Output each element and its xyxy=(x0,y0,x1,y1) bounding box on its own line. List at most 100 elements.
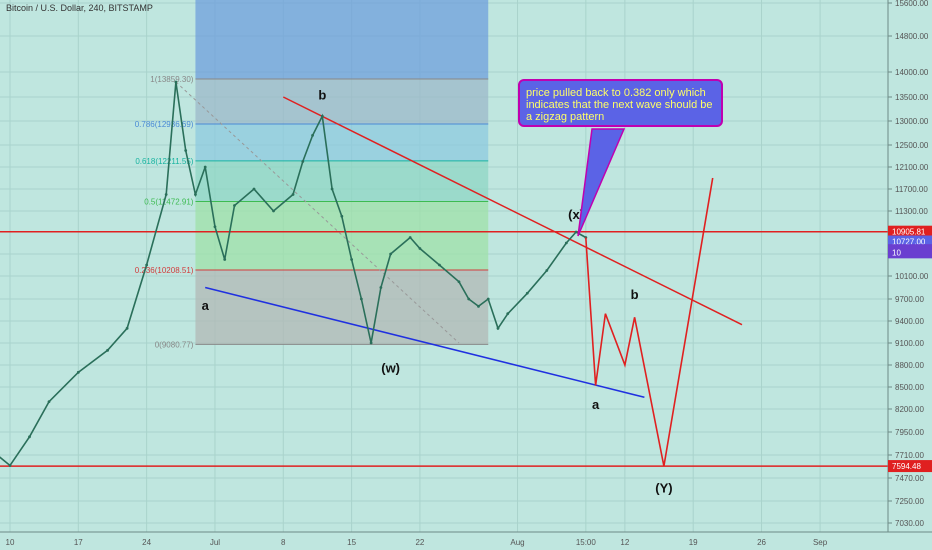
annotation-note: price pulled back to 0.382 only which in… xyxy=(518,79,723,127)
price-point xyxy=(184,149,188,152)
price-point xyxy=(213,225,217,229)
y-tick-label: 11700.00 xyxy=(895,185,928,194)
y-tick-label: 12100.00 xyxy=(895,163,929,172)
x-tick-label: 15:00 xyxy=(576,538,597,547)
y-tick-label: 9700.00 xyxy=(895,295,924,304)
wave-label: b xyxy=(631,287,639,302)
fib-level-label: 0.236(10208.51) xyxy=(135,266,194,275)
fib-zone xyxy=(195,201,489,271)
price-point xyxy=(506,312,510,316)
trendline-lower xyxy=(205,286,645,398)
y-tick-label: 14800.00 xyxy=(895,32,929,41)
y-axis-panel xyxy=(888,0,932,532)
price-point xyxy=(467,297,471,301)
price-point xyxy=(340,214,344,218)
fib-level-label: 1(13859.30) xyxy=(150,75,193,84)
x-tick-label: 26 xyxy=(757,538,766,547)
price-point xyxy=(379,286,383,289)
price-point xyxy=(369,341,373,345)
price-point xyxy=(8,464,12,467)
price-point xyxy=(233,204,236,207)
y-tick-label: 9400.00 xyxy=(895,317,924,326)
price-point xyxy=(174,80,178,84)
price-point xyxy=(291,193,295,196)
price-point xyxy=(145,263,149,267)
price-tag xyxy=(888,225,932,238)
price-point xyxy=(408,236,412,239)
x-tick-label: 22 xyxy=(415,538,424,547)
x-tick-label: Jul xyxy=(210,538,220,547)
y-tick-label: 7470.00 xyxy=(895,474,924,483)
price-point xyxy=(320,114,324,118)
fib-level-label: 0.786(12936.69) xyxy=(135,120,194,129)
price-point xyxy=(194,193,197,196)
price-marker xyxy=(888,246,932,259)
price-tag-label: 10905.81 xyxy=(892,228,926,237)
y-tick-label: 10100.00 xyxy=(895,272,929,281)
x-tick-label: 19 xyxy=(689,538,698,547)
price-point xyxy=(359,297,363,301)
price-point xyxy=(203,165,207,169)
x-axis: 10 17 24 Jul 8 15 22 Aug 15:00 12 19 26 Sep xyxy=(6,538,828,547)
price-point xyxy=(28,435,31,439)
y-tick-label: 7030.00 xyxy=(895,519,924,528)
price-point xyxy=(47,400,51,404)
annotation-pointer xyxy=(577,128,626,237)
price-point xyxy=(76,370,80,374)
y-tick-label: 15600.00 xyxy=(895,0,929,8)
price-point xyxy=(477,304,480,308)
y-tick-label: 12500.00 xyxy=(895,141,929,150)
y-tick-label: 7710.00 xyxy=(895,451,924,460)
projection-line xyxy=(585,177,714,467)
price-point xyxy=(125,326,129,330)
y-tick-label: 8500.00 xyxy=(895,383,924,392)
fib-zone-top xyxy=(195,0,489,80)
x-tick-label: Aug xyxy=(510,538,524,547)
price-marker-label: 10 xyxy=(892,248,901,257)
price-point xyxy=(525,291,529,295)
x-tick-label: 24 xyxy=(142,538,151,547)
price-point xyxy=(164,193,168,196)
trendline-upper xyxy=(282,96,743,326)
wave-labels: ba(w)(x)ab(Y) xyxy=(202,87,673,495)
price-point xyxy=(350,258,353,261)
y-tick-label: 9100.00 xyxy=(895,339,924,348)
price-tag-label: 7594.48 xyxy=(892,462,921,471)
price-point xyxy=(418,247,422,250)
price-point xyxy=(272,209,275,213)
fib-zone xyxy=(195,160,489,202)
price-point xyxy=(564,241,568,245)
price-point xyxy=(106,348,109,352)
price-point xyxy=(457,280,461,284)
x-tick-label: 17 xyxy=(74,538,83,547)
price-tag xyxy=(888,460,932,473)
price-point xyxy=(330,187,334,191)
x-tick-label: 15 xyxy=(347,538,356,547)
price-point xyxy=(574,230,578,234)
wave-label: (w) xyxy=(381,360,400,375)
price-series xyxy=(0,80,588,467)
x-tick-label: 10 xyxy=(6,538,15,547)
price-point xyxy=(545,269,549,272)
projection-path xyxy=(585,177,714,467)
x-tick-label: Sep xyxy=(813,538,828,547)
wave-label: a xyxy=(202,298,210,313)
x-tick-label: 12 xyxy=(620,538,629,547)
y-tick-label: 13000.00 xyxy=(895,117,929,126)
wave-label: a xyxy=(592,397,600,412)
price-line xyxy=(0,81,587,467)
price-point xyxy=(389,252,393,256)
wave-label: (Y) xyxy=(655,481,672,496)
y-tick-label: 8800.00 xyxy=(895,361,924,370)
trendlines xyxy=(0,81,888,467)
price-point xyxy=(311,134,314,137)
price-marker-label: 10727.00 xyxy=(892,238,926,247)
fib-level-label: 0.5(11472.91) xyxy=(144,197,194,206)
y-tick-label: 7950.00 xyxy=(895,428,924,437)
fib-level-label: 0.618(12211.55) xyxy=(135,157,193,166)
price-point xyxy=(301,160,305,163)
y-tick-label: 13500.00 xyxy=(895,93,929,102)
price-point xyxy=(486,297,490,301)
